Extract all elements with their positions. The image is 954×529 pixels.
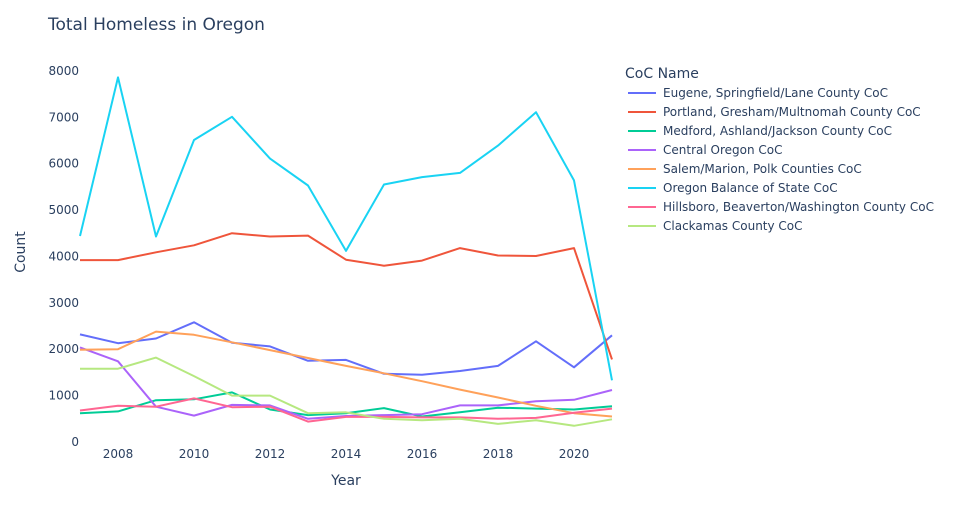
- legend-label: Medford, Ashland/Jackson County CoC: [663, 124, 892, 138]
- x-axis-ticks: 2008 2010 2012 2014 2016 2018 2020: [103, 447, 590, 461]
- x-tick-label: 2012: [255, 447, 286, 461]
- legend-items: Eugene, Springfield/Lane County CoC Portl…: [628, 86, 934, 233]
- legend-label: Eugene, Springfield/Lane County CoC: [663, 86, 888, 100]
- x-tick-label: 2008: [103, 447, 134, 461]
- x-tick-label: 2010: [179, 447, 210, 461]
- y-tick-label: 2000: [48, 342, 79, 356]
- y-axis-title: Count: [13, 231, 29, 273]
- series-line-7[interactable]: [79, 397, 613, 423]
- legend-item[interactable]: Central Oregon CoC: [628, 143, 782, 157]
- y-tick-label: 0: [71, 435, 79, 449]
- legend-label: Oregon Balance of State CoC: [663, 181, 838, 195]
- legend-label: Hillsboro, Beaverton/Washington County C…: [663, 200, 934, 214]
- y-tick-label: 4000: [48, 249, 79, 263]
- y-tick-label: 8000: [48, 64, 79, 78]
- x-tick-label: 2014: [331, 447, 362, 461]
- x-tick-label: 2018: [483, 447, 514, 461]
- series-line-6[interactable]: [79, 76, 613, 381]
- legend-item[interactable]: Medford, Ashland/Jackson County CoC: [628, 124, 892, 138]
- series-line-5[interactable]: [79, 330, 613, 418]
- x-tick-label: 2020: [559, 447, 590, 461]
- chart-title: Total Homeless in Oregon: [47, 15, 265, 35]
- legend-item[interactable]: Hillsboro, Beaverton/Washington County C…: [628, 200, 934, 214]
- x-tick-label: 2016: [407, 447, 438, 461]
- series-line-8[interactable]: [80, 356, 613, 427]
- legend-item[interactable]: Oregon Balance of State CoC: [628, 181, 838, 195]
- legend-item[interactable]: Salem/Marion, Polk Counties CoC: [628, 162, 862, 176]
- legend-item[interactable]: Clackamas County CoC: [628, 219, 803, 233]
- legend-label: Clackamas County CoC: [663, 219, 803, 233]
- y-tick-label: 3000: [48, 296, 79, 310]
- plot-area: [79, 76, 613, 427]
- legend-title: CoC Name: [625, 66, 699, 82]
- y-tick-label: 1000: [48, 389, 79, 403]
- legend-item[interactable]: Portland, Gresham/Multnomah County CoC: [628, 105, 921, 119]
- legend-label: Central Oregon CoC: [663, 143, 782, 157]
- legend[interactable]: CoC Name Eugene, Springfield/Lane County…: [625, 66, 934, 233]
- legend-label: Salem/Marion, Polk Counties CoC: [663, 162, 862, 176]
- series-line-2[interactable]: [80, 232, 613, 360]
- y-tick-label: 5000: [48, 203, 79, 217]
- y-axis-ticks: 0 1000 2000 3000 4000 5000 6000 7000 8000: [48, 64, 79, 449]
- legend-item[interactable]: Eugene, Springfield/Lane County CoC: [628, 86, 888, 100]
- y-tick-label: 6000: [48, 157, 79, 171]
- y-tick-label: 7000: [48, 110, 79, 124]
- x-axis-title: Year: [330, 473, 361, 489]
- legend-label: Portland, Gresham/Multnomah County CoC: [663, 105, 921, 119]
